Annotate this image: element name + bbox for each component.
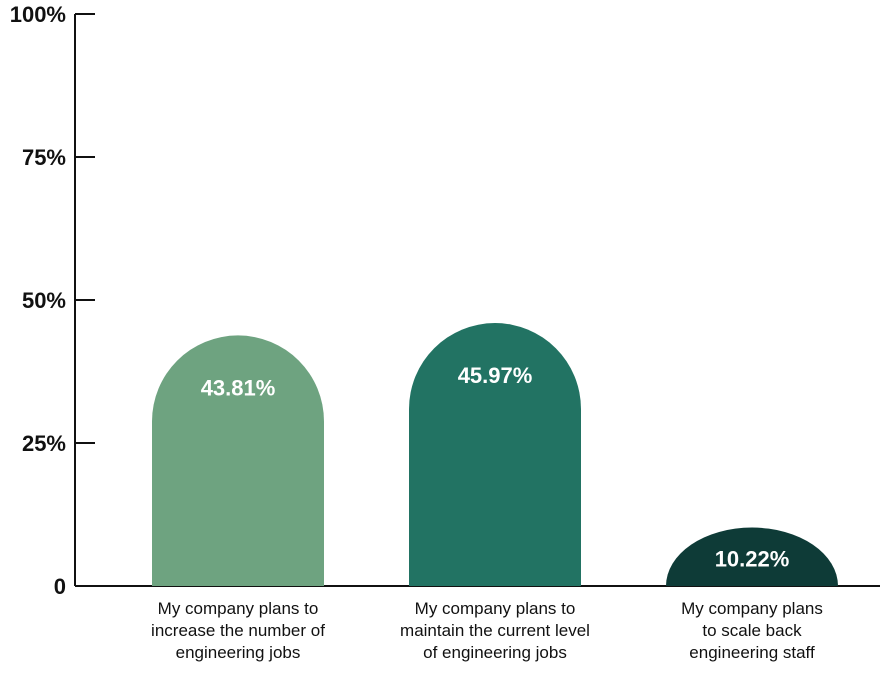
bar (409, 323, 581, 586)
y-tick-label: 50% (22, 288, 66, 313)
bars (152, 323, 838, 586)
category-label-line: engineering jobs (176, 643, 301, 662)
category-label-line: of engineering jobs (423, 643, 567, 662)
y-tick-label: 75% (22, 145, 66, 170)
bar-value-label: 45.97% (458, 363, 533, 388)
y-tick-label: 25% (22, 431, 66, 456)
category-label-line: to scale back (702, 621, 802, 640)
category-label-line: My company plans to (415, 599, 576, 618)
category-label-line: increase the number of (151, 621, 325, 640)
bar-value-labels: 43.81% 45.97% 10.22% (201, 363, 790, 572)
bar-value-label: 10.22% (715, 547, 790, 572)
y-ticks: 0 25% 50% 75% 100% (10, 2, 95, 599)
y-tick-label: 100% (10, 2, 66, 27)
y-tick-label: 0 (54, 574, 66, 599)
category-label-line: maintain the current level (400, 621, 590, 640)
bar (666, 527, 838, 586)
bar-value-label: 43.81% (201, 375, 276, 400)
category-labels: My company plans to increase the number o… (151, 599, 823, 662)
category-label-line: engineering staff (689, 643, 815, 662)
category-label-line: My company plans to (158, 599, 319, 618)
bar (152, 335, 324, 586)
category-label-line: My company plans (681, 599, 823, 618)
